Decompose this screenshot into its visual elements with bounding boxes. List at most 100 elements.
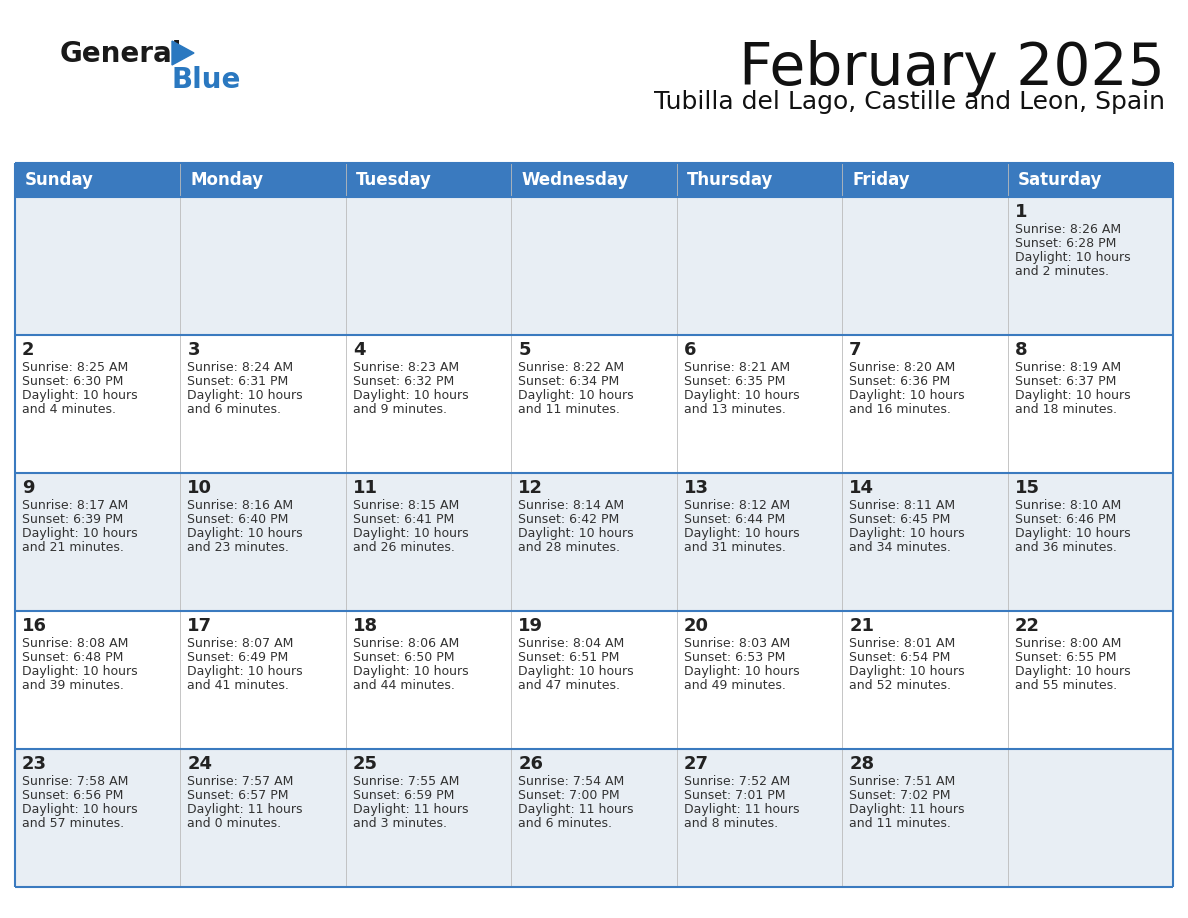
Text: 27: 27 [684,755,709,773]
Text: Daylight: 10 hours: Daylight: 10 hours [188,665,303,678]
Text: Sunset: 6:57 PM: Sunset: 6:57 PM [188,789,289,802]
Text: 1: 1 [1015,203,1028,221]
Text: Daylight: 10 hours: Daylight: 10 hours [518,665,634,678]
Bar [1007,197,1173,335]
Text: and 28 minutes.: and 28 minutes. [518,541,620,554]
Text: and 23 minutes.: and 23 minutes. [188,541,290,554]
Text: General: General [61,40,183,68]
Text: Daylight: 10 hours: Daylight: 10 hours [849,665,965,678]
Text: Daylight: 10 hours: Daylight: 10 hours [1015,389,1130,402]
Text: Sunset: 6:44 PM: Sunset: 6:44 PM [684,513,785,526]
Bar [1007,335,1173,473]
Text: Daylight: 10 hours: Daylight: 10 hours [353,665,468,678]
Text: Sunrise: 8:26 AM: Sunrise: 8:26 AM [1015,223,1120,236]
Bar [15,163,1173,197]
Text: 4: 4 [353,341,366,359]
Text: Sunrise: 8:21 AM: Sunrise: 8:21 AM [684,361,790,374]
Text: and 34 minutes.: and 34 minutes. [849,541,952,554]
Text: Sunset: 6:39 PM: Sunset: 6:39 PM [23,513,124,526]
Text: Daylight: 10 hours: Daylight: 10 hours [23,803,138,816]
Text: and 44 minutes.: and 44 minutes. [353,679,455,692]
Text: Sunset: 6:55 PM: Sunset: 6:55 PM [1015,651,1116,664]
Bar [346,749,511,887]
Bar [181,335,346,473]
Text: Friday: Friday [852,171,910,189]
Text: 9: 9 [23,479,34,497]
Text: Daylight: 10 hours: Daylight: 10 hours [1015,665,1130,678]
Text: February 2025: February 2025 [739,40,1165,97]
Bar [842,335,1007,473]
Text: Sunrise: 8:04 AM: Sunrise: 8:04 AM [518,637,625,650]
Text: Daylight: 10 hours: Daylight: 10 hours [188,389,303,402]
Text: 10: 10 [188,479,213,497]
Text: and 2 minutes.: and 2 minutes. [1015,265,1108,278]
Text: Daylight: 10 hours: Daylight: 10 hours [1015,251,1130,264]
Bar [181,197,346,335]
Text: 16: 16 [23,617,48,635]
Text: and 8 minutes.: and 8 minutes. [684,817,778,830]
Bar [1007,473,1173,611]
Text: 15: 15 [1015,479,1040,497]
Bar [511,473,677,611]
Bar [842,197,1007,335]
Bar [15,473,181,611]
Text: and 47 minutes.: and 47 minutes. [518,679,620,692]
Text: Sunset: 6:36 PM: Sunset: 6:36 PM [849,375,950,388]
Text: Daylight: 10 hours: Daylight: 10 hours [684,665,800,678]
Text: Sunset: 6:30 PM: Sunset: 6:30 PM [23,375,124,388]
Text: Daylight: 10 hours: Daylight: 10 hours [684,527,800,540]
Text: and 3 minutes.: and 3 minutes. [353,817,447,830]
Text: and 31 minutes.: and 31 minutes. [684,541,785,554]
Text: Sunrise: 8:20 AM: Sunrise: 8:20 AM [849,361,955,374]
Bar [677,749,842,887]
Bar [511,197,677,335]
Text: 23: 23 [23,755,48,773]
Bar [346,473,511,611]
Text: Daylight: 10 hours: Daylight: 10 hours [23,527,138,540]
Bar [1007,749,1173,887]
Bar [346,611,511,749]
Text: Sunset: 6:49 PM: Sunset: 6:49 PM [188,651,289,664]
Text: and 41 minutes.: and 41 minutes. [188,679,290,692]
Text: and 16 minutes.: and 16 minutes. [849,403,952,416]
Bar [677,611,842,749]
Text: and 26 minutes.: and 26 minutes. [353,541,455,554]
Text: Sunrise: 7:58 AM: Sunrise: 7:58 AM [23,775,128,788]
Text: Sunrise: 7:52 AM: Sunrise: 7:52 AM [684,775,790,788]
Text: Sunrise: 8:08 AM: Sunrise: 8:08 AM [23,637,128,650]
Text: Sunset: 7:02 PM: Sunset: 7:02 PM [849,789,950,802]
Text: Sunset: 6:48 PM: Sunset: 6:48 PM [23,651,124,664]
Bar [511,611,677,749]
Text: 7: 7 [849,341,861,359]
Text: Sunrise: 8:10 AM: Sunrise: 8:10 AM [1015,499,1120,512]
Text: Saturday: Saturday [1018,171,1102,189]
Text: Sunrise: 8:01 AM: Sunrise: 8:01 AM [849,637,955,650]
Text: and 57 minutes.: and 57 minutes. [23,817,124,830]
Text: Sunrise: 8:12 AM: Sunrise: 8:12 AM [684,499,790,512]
Text: Sunrise: 8:15 AM: Sunrise: 8:15 AM [353,499,459,512]
Text: Daylight: 10 hours: Daylight: 10 hours [684,389,800,402]
Bar [842,749,1007,887]
Bar [15,335,181,473]
Text: 28: 28 [849,755,874,773]
Text: Daylight: 11 hours: Daylight: 11 hours [188,803,303,816]
Text: Sunset: 6:28 PM: Sunset: 6:28 PM [1015,237,1116,250]
Bar [181,473,346,611]
Text: and 11 minutes.: and 11 minutes. [849,817,952,830]
Text: Sunset: 6:59 PM: Sunset: 6:59 PM [353,789,454,802]
Text: 24: 24 [188,755,213,773]
Text: Sunset: 7:00 PM: Sunset: 7:00 PM [518,789,620,802]
Text: Sunrise: 7:55 AM: Sunrise: 7:55 AM [353,775,460,788]
Text: Daylight: 10 hours: Daylight: 10 hours [518,527,634,540]
Text: Sunrise: 8:19 AM: Sunrise: 8:19 AM [1015,361,1120,374]
Text: 25: 25 [353,755,378,773]
Text: Sunset: 6:51 PM: Sunset: 6:51 PM [518,651,620,664]
Text: and 4 minutes.: and 4 minutes. [23,403,116,416]
Text: Sunset: 6:35 PM: Sunset: 6:35 PM [684,375,785,388]
Text: and 55 minutes.: and 55 minutes. [1015,679,1117,692]
Text: Sunset: 6:34 PM: Sunset: 6:34 PM [518,375,619,388]
Text: Sunrise: 8:11 AM: Sunrise: 8:11 AM [849,499,955,512]
Text: Sunrise: 8:00 AM: Sunrise: 8:00 AM [1015,637,1121,650]
Bar [1007,611,1173,749]
Text: Sunset: 7:01 PM: Sunset: 7:01 PM [684,789,785,802]
